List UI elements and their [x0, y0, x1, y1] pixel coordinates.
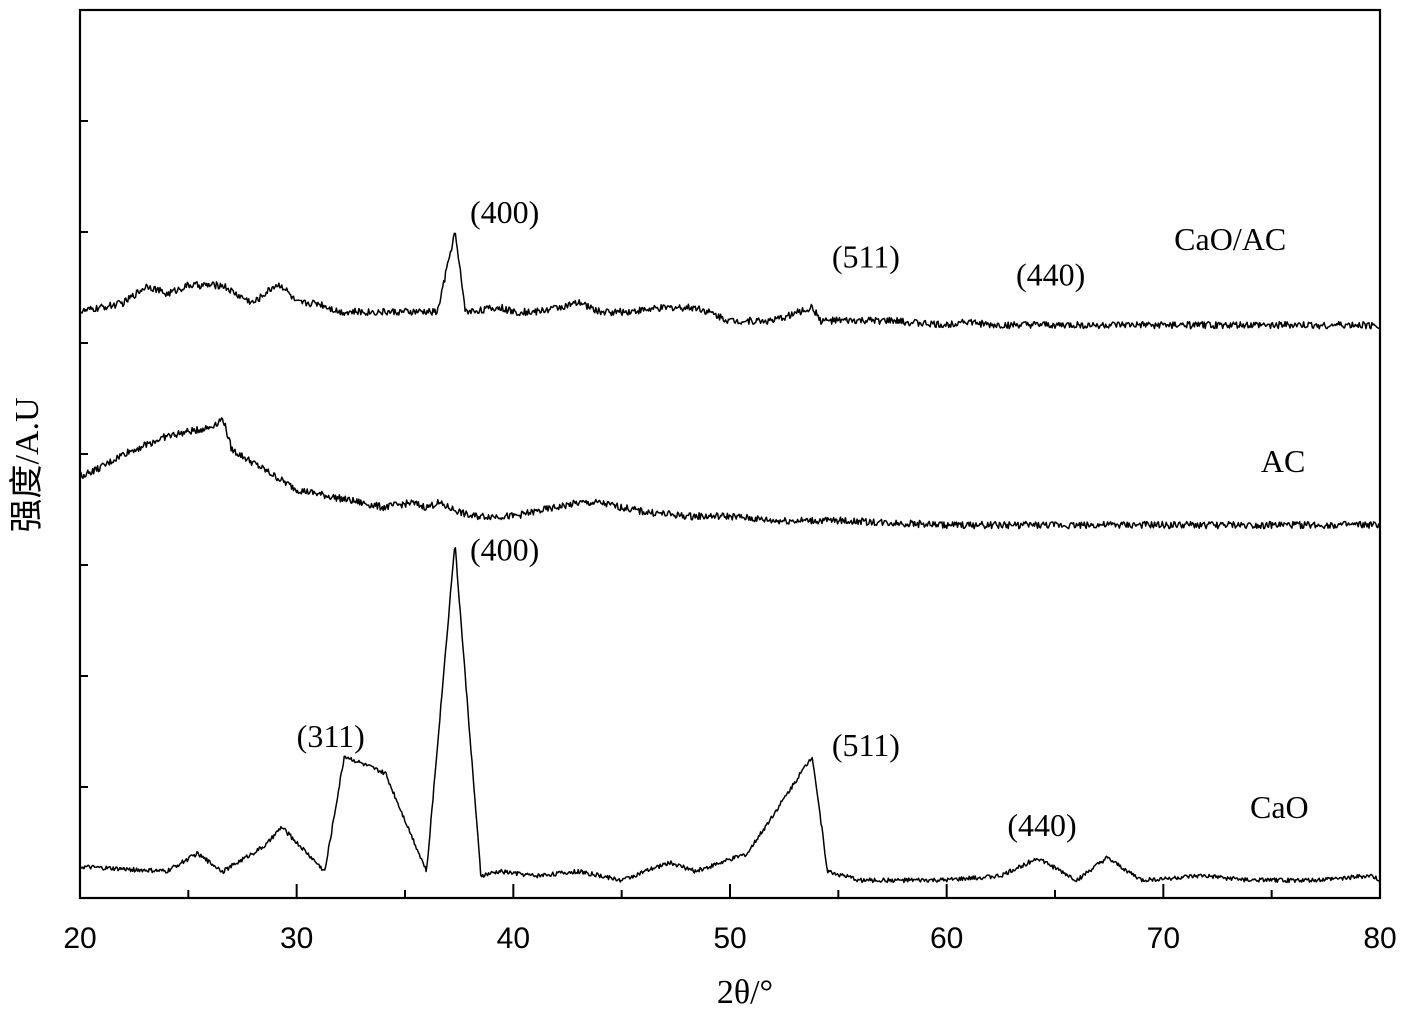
axis-ticks: 20 30 40 50 60 70 80 — [63, 120, 1397, 955]
plot-border — [78, 8, 1382, 900]
x-tick-label: 30 — [280, 922, 313, 955]
series-label: CaO/AC — [1174, 221, 1286, 257]
x-tick-label: 80 — [1363, 922, 1396, 955]
series-label: AC — [1261, 443, 1305, 479]
peak-label: (440) — [1007, 807, 1076, 843]
series-label: CaO — [1250, 789, 1309, 825]
plot-frame — [78, 8, 1382, 900]
peak-label: (400) — [470, 194, 539, 230]
x-tick-label: 40 — [497, 922, 530, 955]
peak-label: (440) — [1016, 256, 1085, 292]
series-line-cao-ac — [79, 232, 1380, 330]
x-tick-label: 70 — [1147, 922, 1180, 955]
traces — [79, 232, 1381, 884]
chart-labels: CaO/AC AC CaO (400) (511) (440) (400) (311) (511… — [297, 194, 1309, 843]
x-tick-label: 60 — [930, 922, 963, 955]
peak-label: (400) — [470, 532, 539, 568]
series-line-cao — [79, 547, 1380, 884]
y-axis-title: 强度/A.U — [8, 397, 46, 532]
x-tick-label: 50 — [713, 922, 746, 955]
peak-label: (511) — [832, 239, 900, 275]
x-tick-label: 20 — [63, 922, 96, 955]
peak-label: (311) — [297, 718, 365, 754]
peak-label: (511) — [832, 727, 900, 763]
x-axis-title: 2θ/° — [717, 974, 773, 1011]
series-line-ac — [79, 417, 1381, 530]
